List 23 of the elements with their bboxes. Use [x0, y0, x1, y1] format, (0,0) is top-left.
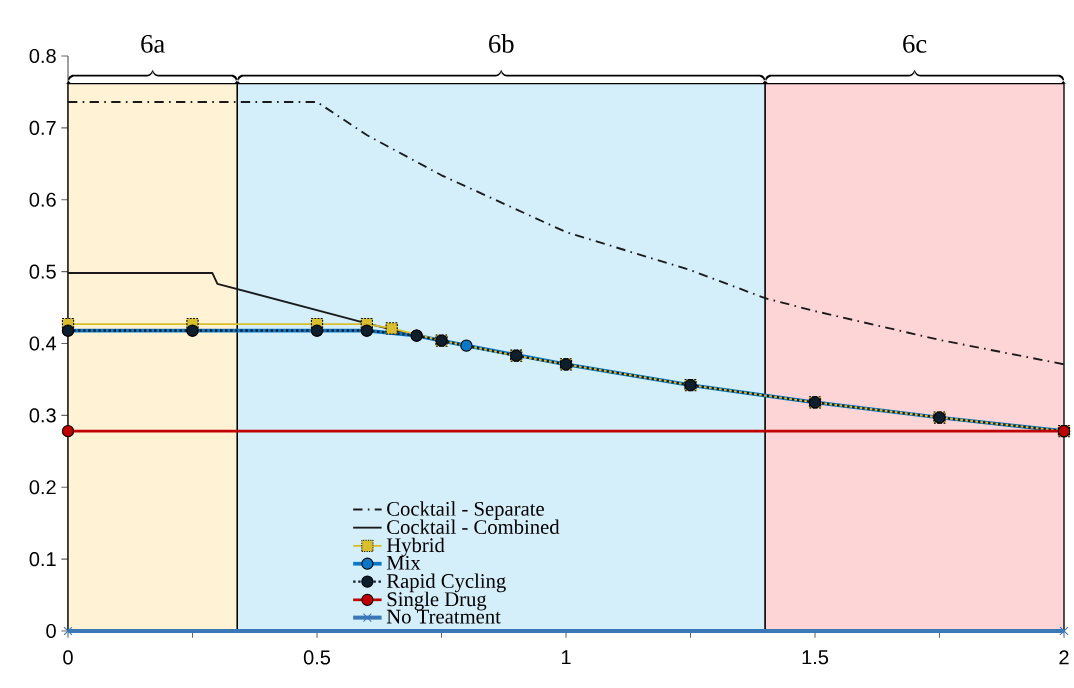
- legend-label: Hybrid: [386, 537, 445, 557]
- band-label: 6c: [903, 34, 927, 53]
- y-tick-label: 0.7: [29, 120, 56, 135]
- x-tick-label: 0.5: [303, 650, 331, 665]
- y-tick-label: 0.4: [29, 336, 57, 351]
- legend-label: No Treatment: [386, 609, 501, 624]
- legend-label: Rapid Cycling: [386, 573, 506, 593]
- x-tick-label: 1.5: [802, 650, 829, 665]
- band-label: 6a: [141, 34, 165, 53]
- legend-label: Cocktail - Combined: [387, 519, 560, 535]
- y-tick-label: 0.6: [29, 192, 56, 207]
- y-tick-label: 0.1: [29, 552, 56, 567]
- band-label: 6b: [489, 34, 514, 53]
- y-tick-label: 0.2: [29, 480, 56, 495]
- x-tick-label: 1: [561, 650, 571, 665]
- legend-label: Single Drug: [387, 591, 487, 611]
- x-tick-label: 0: [63, 650, 73, 665]
- legend-label: Mix: [386, 555, 421, 570]
- y-tick-label: 0.3: [29, 408, 56, 423]
- y-tick-label: 0: [46, 623, 56, 639]
- y-tick-label: 0.8: [29, 48, 56, 64]
- x-tick-label: 2: [1059, 650, 1069, 665]
- y-tick-label: 0.5: [29, 264, 56, 279]
